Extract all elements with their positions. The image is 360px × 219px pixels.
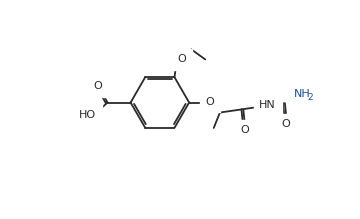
Text: O: O (178, 55, 186, 64)
Text: HN: HN (259, 100, 276, 110)
Text: O: O (240, 125, 249, 135)
Text: HO: HO (79, 110, 96, 120)
Text: 2: 2 (307, 93, 312, 102)
Text: O: O (206, 97, 214, 107)
Text: NH: NH (294, 89, 311, 99)
Text: O: O (93, 81, 102, 91)
Text: O: O (282, 119, 291, 129)
